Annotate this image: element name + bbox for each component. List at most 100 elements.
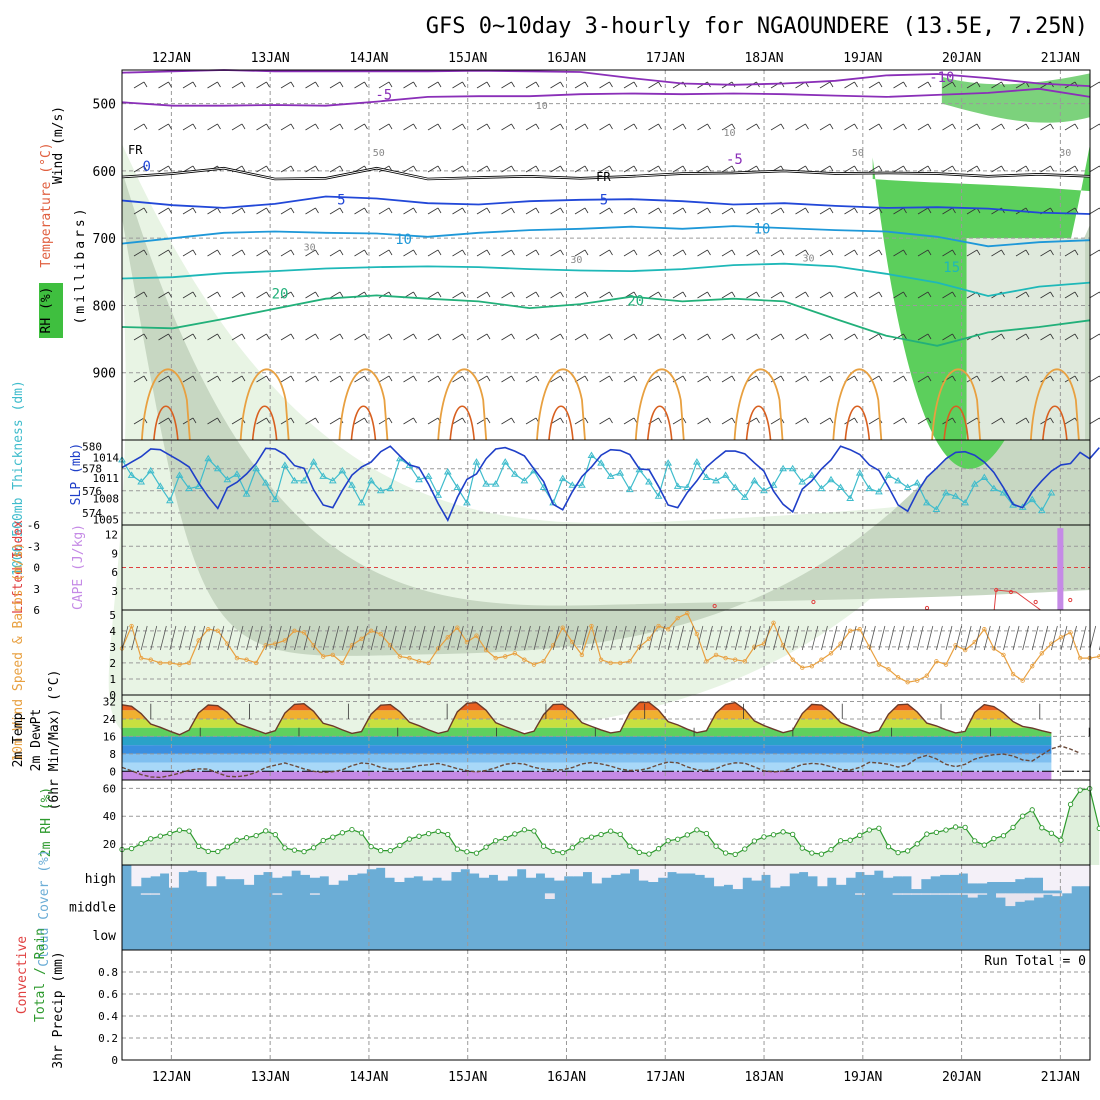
wind-speed-marker — [924, 673, 930, 678]
wind-barb-flag — [462, 207, 466, 214]
wind-barb — [648, 81, 659, 89]
wind-barb-flag — [486, 333, 491, 340]
top-date-label: 13JAN — [251, 51, 290, 66]
wind-barb — [501, 417, 512, 425]
wind-barb — [452, 291, 463, 299]
wind-barb — [795, 123, 806, 131]
cloud-high-gap — [845, 865, 856, 878]
wind-speed-marker — [340, 660, 345, 666]
rh-marker — [952, 824, 959, 830]
wind-barb-flag — [633, 165, 638, 172]
thickness-marker — [558, 474, 567, 482]
cloud-high-gap — [309, 865, 320, 878]
bottom-date-label: 21JAN — [1041, 1070, 1080, 1085]
wind-barb-flag — [658, 333, 662, 340]
wind-barb-flag — [511, 417, 515, 424]
wind-barb — [581, 625, 589, 651]
wind-barb — [697, 123, 708, 131]
top-date-axis: 12JAN 13JAN 14JAN 15JAN 16JAN 17JAN 18JAN 19JAN… — [152, 51, 1080, 66]
wind-barb — [133, 417, 145, 425]
wind-barb — [629, 625, 637, 651]
wind-barb — [697, 81, 708, 89]
wind-barb — [495, 625, 503, 651]
ylabel-millibars: (millibars) — [73, 205, 88, 324]
cloud-high-gap — [178, 865, 189, 873]
wind-barb-flag — [780, 207, 785, 214]
wind-barb-flag — [1050, 375, 1054, 382]
wind-barb — [207, 333, 218, 341]
wind-speed-marker — [991, 646, 997, 651]
warm-contour-inner — [350, 405, 377, 441]
wind-barb-flag — [168, 291, 172, 298]
cloud-high-gap — [300, 865, 311, 875]
wind-barb-flag — [633, 291, 638, 298]
cloud-high-gap — [836, 865, 847, 885]
thickness-marker — [453, 483, 462, 490]
wind-barb — [427, 81, 439, 89]
wind-barb — [648, 249, 659, 257]
thickness-marker — [137, 477, 146, 485]
wind-barb — [763, 625, 771, 651]
cloud-high-gap — [648, 865, 659, 882]
wind-barb — [256, 417, 267, 425]
wind-barb-flag — [976, 123, 981, 130]
wind-barb-flag — [829, 333, 834, 340]
wind-barb — [770, 333, 782, 341]
precip-panel: 0 0.2 0.4 0.6 0.8 Run Total = 0 — [98, 950, 1090, 1067]
wind-barb-flag — [780, 249, 785, 256]
wind-barb — [525, 375, 537, 383]
wind-barb — [991, 81, 1002, 89]
wind-barb — [1015, 417, 1027, 425]
wind-barb — [844, 123, 855, 131]
wind-speed-marker — [445, 635, 450, 640]
wind-barb — [158, 249, 169, 257]
rh-marker — [991, 836, 997, 842]
wind-barb-flag — [658, 291, 662, 298]
wind-barb-flag — [241, 81, 246, 88]
wind-barb-flag — [486, 123, 491, 130]
wind-barb — [188, 625, 196, 651]
wind-barb — [525, 333, 537, 341]
warm-contour — [437, 368, 488, 441]
wind-barb — [746, 207, 757, 215]
wind-barb — [964, 625, 972, 651]
wind-barb-flag — [486, 81, 491, 88]
cloud-middle-gap — [272, 893, 283, 895]
wind-barb-flag — [609, 417, 613, 424]
rh-tick-label: 40 — [103, 810, 116, 823]
wind-speed-marker — [359, 636, 364, 642]
wind-barb-flag — [1074, 291, 1079, 298]
cloud-middle-gap — [902, 893, 912, 895]
wind-barb — [231, 333, 243, 341]
wind-barb — [599, 375, 610, 383]
wind-barb — [231, 207, 243, 215]
wind-barb — [476, 291, 488, 299]
cloud-high-gap — [225, 865, 236, 880]
wind-speed-marker — [388, 643, 393, 648]
rh-marker — [742, 846, 748, 852]
wind-speed-marker — [1001, 652, 1006, 658]
wind-barb — [770, 207, 782, 215]
cloud-high-gap — [422, 865, 433, 881]
wind-barb-flag — [511, 249, 515, 256]
wind-barb — [329, 375, 341, 383]
cloud-high-gap — [704, 865, 715, 878]
wind-barb-flag — [535, 333, 540, 340]
li-tick-label: -6 — [27, 519, 40, 532]
wind-barb-flag — [217, 291, 221, 298]
wind-barb — [452, 207, 463, 215]
rh-marker — [1029, 807, 1035, 813]
wind-barb-flag — [756, 291, 760, 298]
wind-barb — [1089, 625, 1097, 651]
wind-speed-marker — [1068, 630, 1073, 635]
thickness-marker — [664, 459, 673, 466]
wind-barb — [452, 81, 463, 89]
wind-barb-flag — [731, 207, 736, 214]
wind-barb — [305, 291, 316, 299]
rh-marker — [512, 831, 518, 837]
cloud-high-gap — [394, 865, 405, 882]
wind-tick-label: 0 — [109, 689, 116, 702]
wind-barb-flag — [976, 375, 981, 382]
rh-marker — [694, 827, 700, 833]
